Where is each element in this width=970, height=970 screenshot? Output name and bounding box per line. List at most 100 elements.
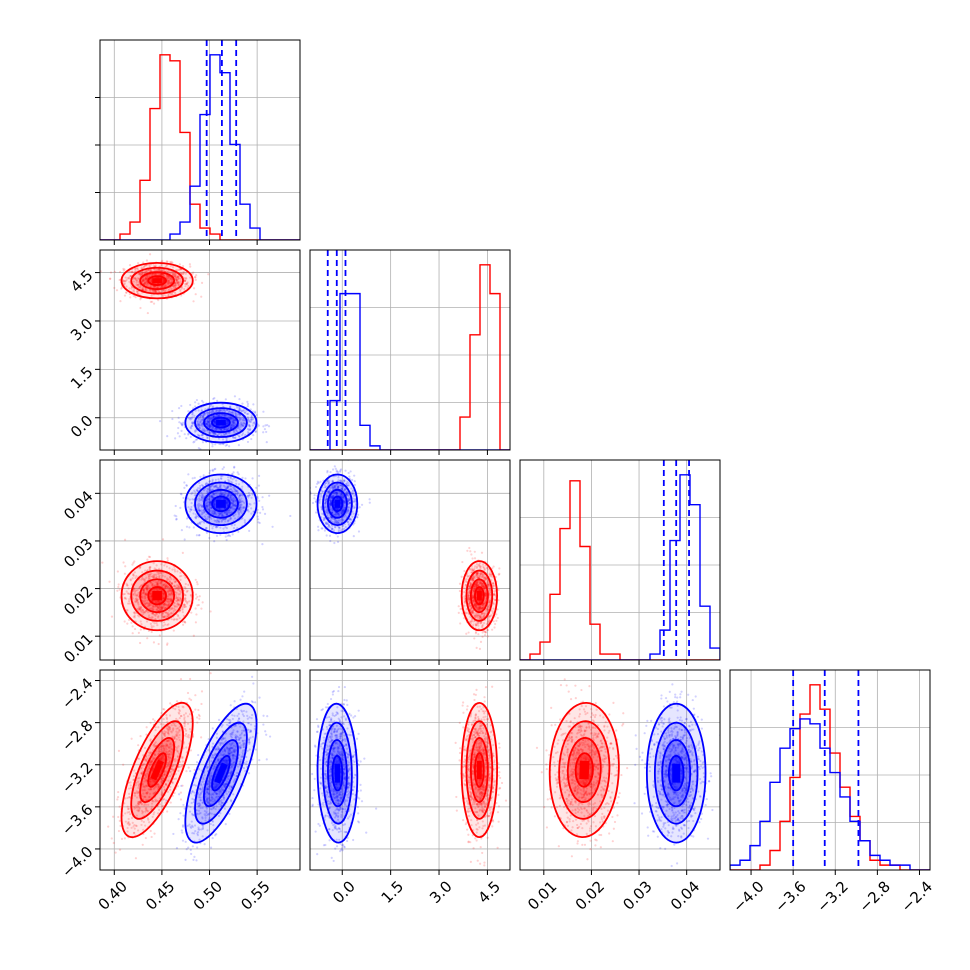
scatter-point bbox=[194, 409, 197, 412]
scatter-point bbox=[229, 411, 232, 414]
scatter-point bbox=[125, 291, 128, 294]
scatter-point bbox=[477, 633, 480, 636]
scatter-point bbox=[227, 427, 230, 431]
scatter-point bbox=[151, 289, 154, 292]
scatter-point bbox=[176, 279, 179, 282]
scatter-point bbox=[183, 287, 186, 291]
scatter-point bbox=[145, 276, 148, 279]
scatter-point bbox=[159, 572, 162, 575]
scatter-point bbox=[234, 412, 237, 415]
scatter-point bbox=[169, 281, 172, 284]
scatter-point bbox=[174, 281, 177, 284]
scatter-point bbox=[184, 279, 187, 282]
scatter-point bbox=[368, 498, 371, 501]
scatter-point bbox=[123, 268, 126, 271]
scatter-point bbox=[135, 597, 138, 600]
scatter-point bbox=[173, 275, 176, 278]
scatter-point bbox=[180, 404, 183, 408]
scatter-point bbox=[165, 612, 168, 615]
scatter-point bbox=[196, 433, 199, 436]
scatter-point bbox=[123, 572, 126, 575]
scatter-point bbox=[136, 279, 139, 282]
scatter-point bbox=[229, 427, 233, 430]
scatter-point bbox=[169, 592, 172, 595]
scatter-point bbox=[246, 417, 250, 420]
scatter-point bbox=[118, 278, 121, 282]
scatter-point bbox=[209, 610, 212, 613]
scatter-point bbox=[189, 416, 192, 420]
scatter-point bbox=[211, 469, 214, 472]
scatter-point bbox=[160, 606, 163, 609]
scatter-point bbox=[204, 408, 207, 411]
blue-histogram bbox=[100, 54, 300, 240]
scatter-point bbox=[258, 521, 261, 525]
scatter-point bbox=[207, 420, 210, 424]
scatter-point bbox=[165, 270, 168, 273]
scatter-point bbox=[229, 415, 232, 418]
scatter-point bbox=[175, 596, 178, 599]
scatter-point bbox=[135, 599, 139, 602]
scatter-point bbox=[150, 572, 153, 575]
scatter-point bbox=[134, 600, 138, 604]
scatter-point bbox=[194, 429, 197, 432]
scatter-point bbox=[229, 406, 232, 409]
scatter-point bbox=[162, 274, 165, 277]
scatter-point bbox=[171, 270, 174, 274]
scatter-point bbox=[156, 616, 160, 619]
scatter-point bbox=[229, 424, 232, 427]
scatter-point bbox=[208, 431, 212, 434]
scatter-point bbox=[177, 604, 180, 607]
scatter-point bbox=[231, 421, 235, 424]
scatter-point bbox=[191, 422, 194, 426]
scatter-point bbox=[168, 580, 171, 584]
scatter-point bbox=[232, 420, 235, 424]
scatter-point bbox=[197, 534, 201, 537]
scatter-point bbox=[202, 430, 205, 433]
scatter-point bbox=[126, 622, 129, 625]
scatter-point bbox=[140, 266, 143, 269]
scatter-point bbox=[173, 273, 176, 277]
scatter-point bbox=[157, 600, 160, 603]
scatter-point bbox=[127, 276, 131, 279]
scatter-point bbox=[216, 410, 219, 413]
scatter-point bbox=[231, 417, 234, 420]
scatter-point bbox=[474, 630, 478, 634]
scatter-point bbox=[139, 620, 142, 623]
scatter-point bbox=[470, 553, 473, 556]
scatter-point bbox=[201, 429, 204, 432]
scatter-point bbox=[192, 441, 195, 444]
scatter-point bbox=[115, 289, 119, 292]
scatter-point bbox=[483, 634, 487, 637]
scatter-point bbox=[150, 603, 153, 606]
scatter-point bbox=[199, 414, 202, 417]
scatter-point bbox=[498, 567, 501, 570]
scatter-point bbox=[175, 282, 178, 285]
scatter-point bbox=[166, 435, 169, 438]
scatter-point bbox=[161, 608, 164, 611]
density-peak bbox=[216, 419, 226, 426]
scatter-point bbox=[152, 302, 156, 305]
scatter-point bbox=[183, 621, 187, 624]
scatter-point bbox=[149, 575, 153, 578]
scatter-point bbox=[143, 602, 147, 605]
scatter-point bbox=[195, 597, 198, 600]
scatter-point bbox=[154, 573, 158, 576]
scatter-point bbox=[225, 432, 228, 435]
scatter-point bbox=[233, 465, 236, 468]
scatter-point bbox=[238, 419, 241, 422]
scatter-point bbox=[166, 276, 170, 279]
scatter-point bbox=[234, 412, 237, 415]
scatter-point bbox=[145, 280, 148, 283]
scatter-point bbox=[179, 492, 182, 495]
scatter-point bbox=[164, 586, 167, 589]
scatter-point bbox=[193, 440, 196, 443]
scatter-point bbox=[153, 573, 156, 576]
scatter-point bbox=[209, 417, 213, 420]
scatter-point bbox=[179, 282, 182, 285]
scatter-point bbox=[160, 285, 163, 288]
scatter-point bbox=[157, 642, 160, 646]
scatter-point bbox=[210, 417, 214, 420]
scatter-point bbox=[246, 402, 250, 406]
scatter-point bbox=[116, 570, 119, 573]
scatter-point bbox=[175, 586, 178, 589]
